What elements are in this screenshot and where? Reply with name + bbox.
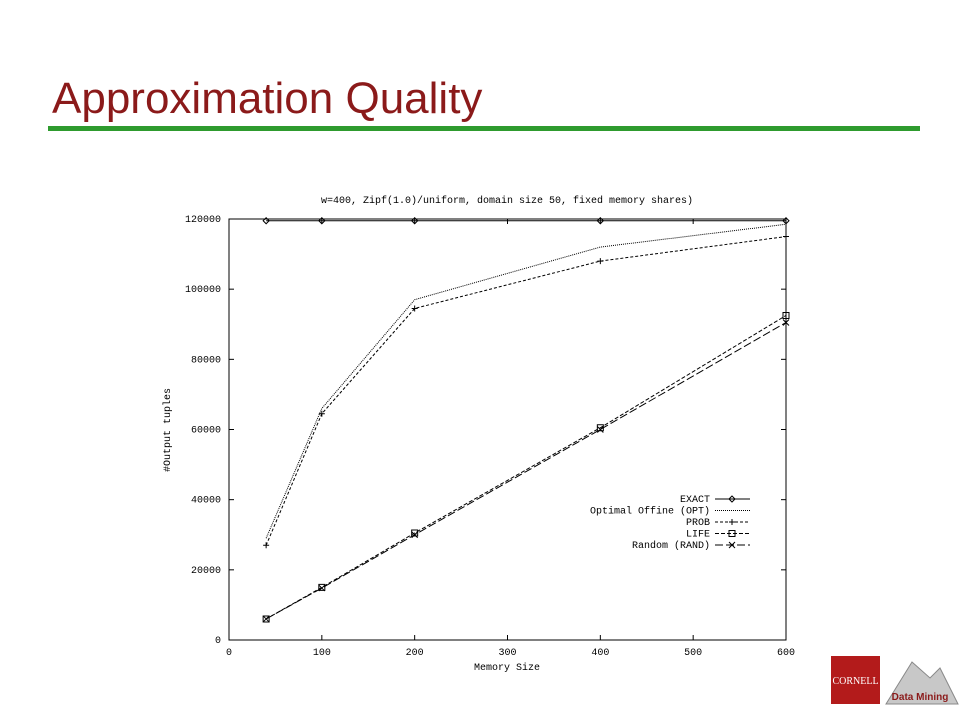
x-tick-label: 600 (777, 648, 795, 659)
y-tick-label: 20000 (191, 566, 221, 577)
chart-title: w=400, Zipf(1.0)/uniform, domain size 50… (321, 195, 693, 207)
y-tick-label: 60000 (191, 426, 221, 437)
point-marker (318, 410, 325, 417)
y-tick-label: 80000 (191, 355, 221, 366)
data-mining-logo-text: Data Mining (892, 692, 949, 703)
series-line (265, 223, 787, 539)
point-marker (410, 217, 419, 225)
point-marker (596, 217, 605, 225)
x-tick-label: 0 (226, 648, 232, 659)
point-marker (318, 584, 326, 592)
legend-marker (728, 530, 736, 537)
point-marker (262, 217, 270, 225)
x-axis-label: Memory Size (474, 662, 540, 674)
x-tick-label: 200 (406, 648, 424, 659)
point-marker (411, 305, 418, 312)
data-mining-logo (885, 661, 959, 705)
y-tick-label: 0 (215, 636, 221, 647)
point-marker (596, 426, 604, 433)
y-tick-label: 120000 (185, 215, 221, 226)
y-tick-label: 100000 (185, 285, 221, 296)
series-line (265, 315, 787, 620)
point-marker (596, 424, 604, 432)
x-tick-label: 300 (498, 648, 516, 659)
point-marker (318, 217, 326, 225)
y-tick-label: 40000 (191, 496, 221, 507)
point-marker (782, 311, 790, 319)
point-marker (411, 531, 419, 539)
legend-label: LIFE (686, 530, 710, 541)
point-marker (263, 542, 270, 549)
legend-label: Optimal Offine (OPT) (590, 506, 710, 518)
point-marker (262, 615, 270, 623)
legend-marker (729, 519, 735, 525)
cornell-logo (831, 656, 880, 704)
point-marker (597, 258, 604, 265)
y-axis-label: #Output tuples (162, 388, 174, 472)
title-rule (48, 126, 920, 131)
legend-label: Random (RAND) (632, 540, 710, 552)
legend-marker (728, 495, 736, 503)
legend-label: PROB (686, 518, 710, 529)
series-line (265, 322, 787, 620)
x-tick-label: 500 (684, 648, 702, 659)
series-line (265, 236, 787, 546)
cornell-logo-text: CORNELL (832, 676, 878, 687)
point-marker (782, 319, 790, 326)
point-marker (783, 233, 789, 240)
x-tick-label: 100 (313, 648, 331, 659)
point-marker (782, 217, 790, 225)
legend-marker (728, 541, 736, 549)
point-marker (411, 529, 419, 537)
slide-title: Approximation Quality (52, 74, 482, 123)
legend-label: EXACT (680, 495, 710, 506)
x-tick-label: 400 (591, 648, 609, 659)
